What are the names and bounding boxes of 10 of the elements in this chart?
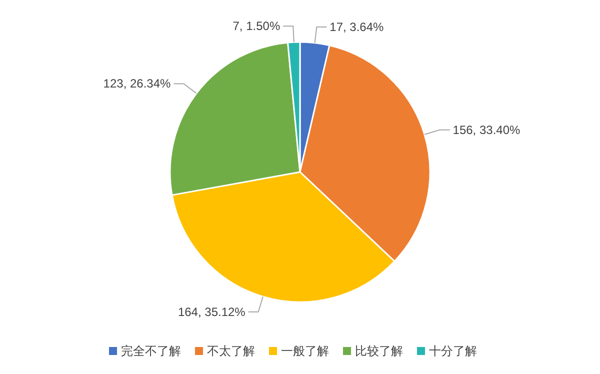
data-label: 156, 33.40% (452, 122, 521, 137)
legend-label: 一般了解 (281, 344, 329, 358)
data-label: 164, 35.12% (178, 304, 246, 319)
legend-label: 比较了解 (355, 344, 403, 358)
data-label: 7, 1.50% (232, 19, 280, 34)
legend-label: 十分了解 (429, 344, 477, 358)
legend-label: 完全不了解 (121, 344, 181, 358)
legend-label: 不太了解 (207, 344, 255, 358)
data-label: 17, 3.64% (330, 20, 384, 34)
data-label: 123, 26.34% (103, 76, 172, 91)
